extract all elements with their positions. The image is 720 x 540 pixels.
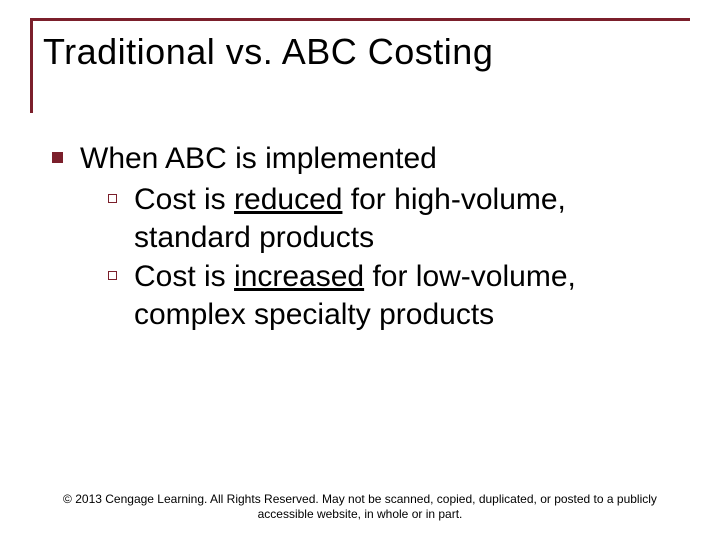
footer-line2: accessible website, in whole or in part. xyxy=(40,507,680,522)
bullet-level1: When ABC is implemented Cost is reduced … xyxy=(52,141,690,333)
square-bullet-outline-icon xyxy=(108,194,117,203)
text-underlined: reduced xyxy=(234,183,342,216)
title-frame: Traditional vs. ABC Costing xyxy=(30,18,690,113)
bullet-level2: Cost is increased for low-volume, comple… xyxy=(108,258,690,333)
bullet-l2-group: Cost is reduced for high-volume, standar… xyxy=(80,181,690,333)
text-pre: Cost is xyxy=(134,183,234,216)
footer-line1: © 2013 Cengage Learning. All Rights Rese… xyxy=(40,492,680,507)
bullet-l2-text: Cost is reduced for high-volume, standar… xyxy=(134,183,566,254)
bullet-l2-text: Cost is increased for low-volume, comple… xyxy=(134,260,576,331)
bullet-l1-text: When ABC is implemented xyxy=(80,142,437,175)
slide-container: Traditional vs. ABC Costing When ABC is … xyxy=(0,0,720,540)
copyright-footer: © 2013 Cengage Learning. All Rights Rese… xyxy=(0,492,720,522)
square-bullet-outline-icon xyxy=(108,271,117,280)
slide-title: Traditional vs. ABC Costing xyxy=(43,31,690,73)
bullet-level2: Cost is reduced for high-volume, standar… xyxy=(108,181,690,256)
text-underlined: increased xyxy=(234,260,364,293)
body-content: When ABC is implemented Cost is reduced … xyxy=(30,141,690,333)
square-bullet-filled-icon xyxy=(52,152,63,163)
text-pre: Cost is xyxy=(134,260,234,293)
